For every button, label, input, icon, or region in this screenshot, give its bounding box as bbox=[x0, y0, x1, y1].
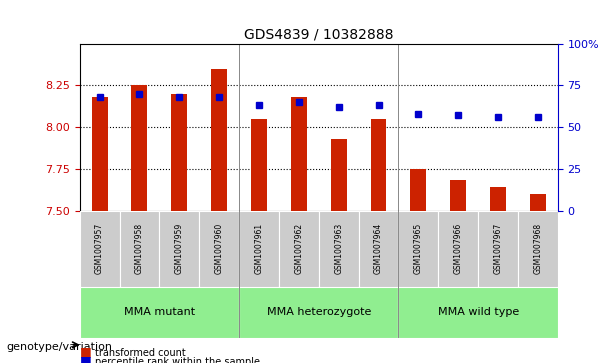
Text: genotype/variation: genotype/variation bbox=[6, 342, 112, 352]
Bar bbox=[291, 97, 306, 211]
Text: GSM1007966: GSM1007966 bbox=[454, 223, 463, 274]
Bar bbox=[359, 211, 398, 287]
Bar bbox=[398, 287, 558, 338]
Bar bbox=[411, 169, 427, 211]
Bar bbox=[490, 187, 506, 211]
Bar bbox=[92, 97, 108, 211]
Bar bbox=[80, 211, 120, 287]
Bar bbox=[251, 119, 267, 211]
Text: GSM1007964: GSM1007964 bbox=[374, 223, 383, 274]
Text: GSM1007968: GSM1007968 bbox=[533, 223, 543, 274]
Text: ■: ■ bbox=[80, 344, 91, 358]
Bar bbox=[80, 287, 239, 338]
Text: percentile rank within the sample: percentile rank within the sample bbox=[95, 356, 260, 363]
Bar bbox=[319, 211, 359, 287]
Bar bbox=[199, 211, 239, 287]
Text: GSM1007963: GSM1007963 bbox=[334, 223, 343, 274]
Bar bbox=[239, 287, 398, 338]
Bar bbox=[438, 211, 478, 287]
Text: GSM1007958: GSM1007958 bbox=[135, 223, 144, 274]
Text: GSM1007967: GSM1007967 bbox=[493, 223, 503, 274]
Bar bbox=[131, 85, 148, 211]
Bar bbox=[450, 180, 466, 211]
Text: GSM1007962: GSM1007962 bbox=[294, 223, 303, 274]
Text: GSM1007965: GSM1007965 bbox=[414, 223, 423, 274]
Text: GSM1007959: GSM1007959 bbox=[175, 223, 184, 274]
Bar bbox=[398, 211, 438, 287]
Bar bbox=[331, 139, 347, 211]
Bar bbox=[518, 211, 558, 287]
Bar bbox=[211, 69, 227, 211]
Bar bbox=[172, 94, 188, 211]
Text: transformed count: transformed count bbox=[95, 347, 186, 358]
Text: MMA mutant: MMA mutant bbox=[124, 307, 195, 317]
Title: GDS4839 / 10382888: GDS4839 / 10382888 bbox=[244, 27, 394, 41]
Bar bbox=[279, 211, 319, 287]
Text: GSM1007960: GSM1007960 bbox=[215, 223, 224, 274]
Bar bbox=[159, 211, 199, 287]
Text: MMA wild type: MMA wild type bbox=[438, 307, 519, 317]
Text: MMA heterozygote: MMA heterozygote bbox=[267, 307, 371, 317]
Text: ■: ■ bbox=[80, 354, 91, 363]
Bar bbox=[370, 119, 386, 211]
Bar bbox=[478, 211, 518, 287]
Text: GSM1007961: GSM1007961 bbox=[254, 223, 264, 274]
Bar bbox=[239, 211, 279, 287]
Bar bbox=[530, 194, 546, 211]
Bar bbox=[120, 211, 159, 287]
Text: GSM1007957: GSM1007957 bbox=[95, 223, 104, 274]
